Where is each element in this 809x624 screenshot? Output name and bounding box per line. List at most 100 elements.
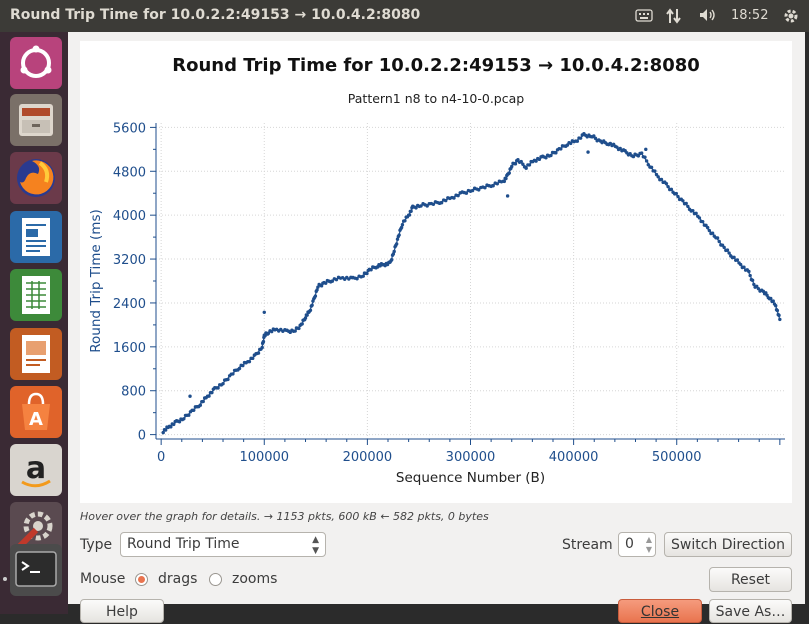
mouse-zooms-label[interactable]: zooms xyxy=(232,571,278,587)
spin-arrows-icon[interactable]: ▲ ▼ xyxy=(645,535,652,554)
impress-icon[interactable] xyxy=(10,328,62,380)
rtt-point xyxy=(210,390,214,395)
stream-spinbox[interactable]: 0 ▲ ▼ xyxy=(618,532,656,557)
y-tick-label: 4800 xyxy=(113,165,146,180)
rtt-point xyxy=(715,236,720,240)
rtt-point xyxy=(169,425,173,429)
close-button[interactable]: Close xyxy=(618,599,702,623)
rtt-point xyxy=(395,237,400,241)
stream-label: Stream xyxy=(562,537,613,553)
running-indicator xyxy=(3,577,7,581)
rtt-point xyxy=(636,154,641,158)
rtt-point xyxy=(324,281,328,285)
rtt-point xyxy=(316,285,320,289)
rtt-point xyxy=(653,169,657,173)
mouse-drags-label[interactable]: drags xyxy=(158,571,198,587)
save-as-button[interactable]: Save As… xyxy=(709,599,792,623)
rtt-point xyxy=(256,351,261,355)
switch-direction-button[interactable]: Switch Direction xyxy=(664,532,792,557)
x-tick-label: 0 xyxy=(157,450,165,465)
rtt-point xyxy=(409,209,413,213)
files-icon[interactable] xyxy=(10,94,62,146)
window-title: Round Trip Time for 10.0.2.2:49153 → 10.… xyxy=(10,7,421,23)
rtt-point xyxy=(425,204,429,208)
rtt-point xyxy=(247,359,252,364)
clock[interactable]: 18:52 xyxy=(731,8,769,23)
rtt-point xyxy=(666,184,670,189)
rtt-point xyxy=(747,269,751,274)
rtt-chart[interactable]: 0 100000 200000 300000 400000 500000 0 800 1600 2… xyxy=(80,41,792,503)
rtt-point xyxy=(361,274,365,278)
rtt-point xyxy=(686,204,690,209)
calc-icon[interactable] xyxy=(10,269,62,321)
help-button[interactable]: Help xyxy=(80,599,164,623)
rtt-point xyxy=(697,216,702,220)
type-select[interactable]: Round Trip Time ▲ ▼ xyxy=(120,532,326,557)
rtt-point xyxy=(315,288,319,292)
stream-value: 0 xyxy=(625,536,634,552)
volume-icon[interactable] xyxy=(698,7,718,25)
rtt-point xyxy=(355,277,359,281)
mouse-drags-radio[interactable] xyxy=(135,573,148,586)
rtt-point xyxy=(643,155,647,159)
plot-subtitle: Pattern1 n8 to n4-10-0.pcap xyxy=(347,91,525,106)
keyboard-icon[interactable] xyxy=(635,7,653,25)
network-icon[interactable] xyxy=(666,7,682,25)
rtt-point xyxy=(769,296,773,301)
writer-icon[interactable] xyxy=(10,211,62,263)
y-tick-label: 3200 xyxy=(113,253,146,268)
firefox-icon[interactable] xyxy=(10,152,62,204)
rtt-point xyxy=(669,187,674,191)
rtt-point xyxy=(491,184,495,188)
rtt-point xyxy=(399,225,404,230)
ubuntu-icon[interactable] xyxy=(10,37,62,89)
rtt-point xyxy=(269,329,274,334)
rtt-point xyxy=(684,201,688,206)
rtt-point xyxy=(330,279,335,283)
plot-title: Round Trip Time for 10.0.2.2:49153 → 10.… xyxy=(172,55,700,76)
rtt-series-line xyxy=(162,134,781,432)
x-tick-label: 100000 xyxy=(239,450,289,465)
hover-hint: Hover over the graph for details. → 1153… xyxy=(80,510,489,523)
rtt-point xyxy=(674,191,679,196)
rtt-outlier-point xyxy=(188,394,192,398)
rtt-point xyxy=(778,317,782,322)
rtt-point xyxy=(394,242,399,246)
rtt-point xyxy=(701,219,705,224)
rtt-point xyxy=(537,157,542,162)
amazon-icon[interactable]: a xyxy=(10,444,62,496)
rtt-point xyxy=(534,159,538,163)
y-tick-label: 5600 xyxy=(113,121,146,136)
rtt-point xyxy=(513,162,518,166)
rtt-point xyxy=(649,165,654,170)
rtt-point xyxy=(631,154,636,159)
rtt-point xyxy=(519,159,523,164)
rtt-point xyxy=(407,213,412,217)
y-tick-label: 4000 xyxy=(113,209,146,224)
rtt-point xyxy=(303,316,308,320)
rtt-point xyxy=(305,313,309,317)
reset-button[interactable]: Reset xyxy=(709,567,792,592)
rtt-point xyxy=(516,157,520,162)
mouse-zooms-radio[interactable] xyxy=(209,573,222,586)
rtt-point xyxy=(308,308,313,312)
rtt-point xyxy=(226,377,230,382)
rtt-outlier-point xyxy=(262,310,266,314)
rtt-point xyxy=(756,286,761,291)
rtt-point xyxy=(390,258,394,262)
terminal-icon[interactable] xyxy=(10,544,62,596)
system-gear-icon[interactable] xyxy=(782,7,800,25)
rtt-point xyxy=(456,193,460,198)
rtt-point xyxy=(707,228,712,233)
rtt-outlier-point xyxy=(586,150,590,154)
graph-area[interactable]: 0 100000 200000 300000 400000 500000 0 800 1600 2… xyxy=(80,41,792,503)
rtt-point xyxy=(365,271,369,276)
rtt-point xyxy=(732,255,736,259)
x-tick-label: 500000 xyxy=(652,450,702,465)
rtt-point xyxy=(510,164,514,169)
y-tick-label: 2400 xyxy=(113,297,146,312)
y-tick-label: 800 xyxy=(121,385,146,400)
software-icon[interactable]: A xyxy=(10,386,62,438)
rtt-point xyxy=(464,191,469,195)
rtt-point xyxy=(722,245,726,250)
